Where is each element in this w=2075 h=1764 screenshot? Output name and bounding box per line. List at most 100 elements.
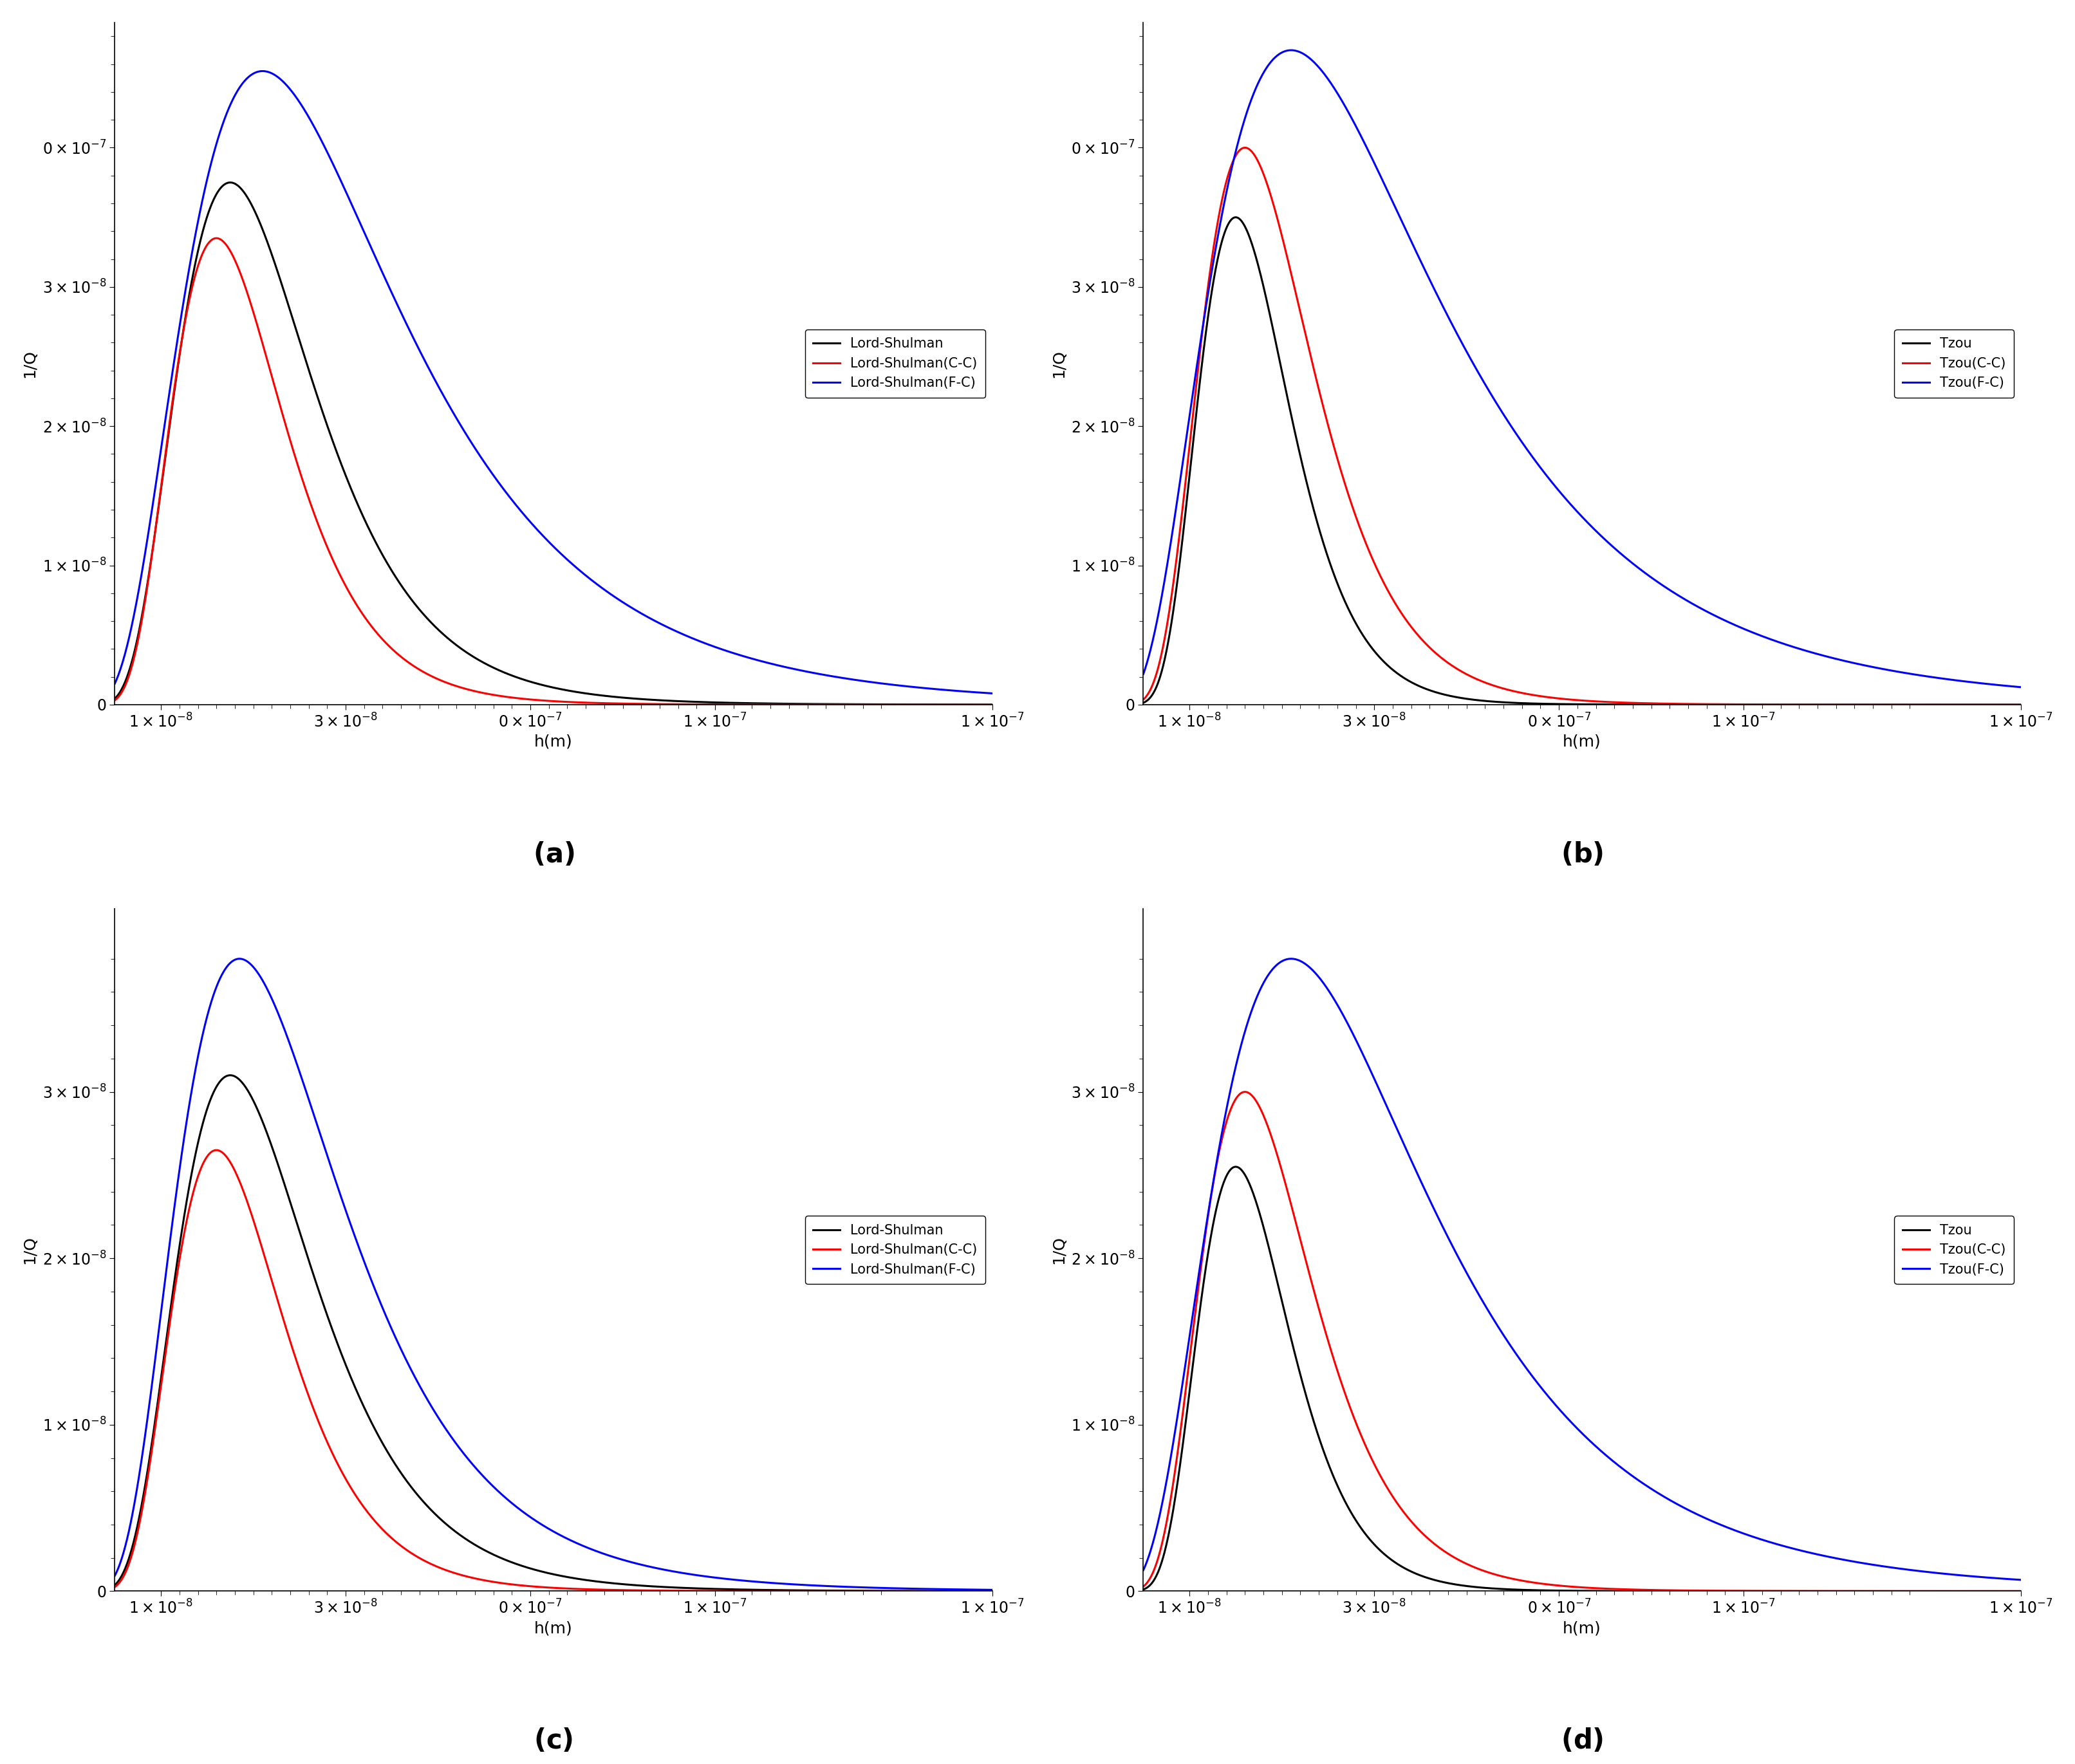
Tzou(C-C) (1558, 1575, 1583, 1596)
Lord-Shulman (793, 693, 818, 714)
X-axis label: h(m): h(m) (1562, 734, 1602, 750)
Lord-Shulman(C-C) (102, 690, 127, 711)
Line: Lord-Shulman(F-C): Lord-Shulman(F-C) (114, 960, 992, 1589)
Lord-Shulman(F-C) (954, 681, 979, 702)
Lord-Shulman(F-C) (102, 1565, 127, 1586)
Lord-Shulman(C-C) (954, 693, 979, 714)
Line: Tzou(F-C): Tzou(F-C) (1143, 960, 2021, 1581)
Tzou(F-C) (1535, 1385, 1560, 1406)
Lord-Shulman(F-C) (147, 448, 172, 469)
Lord-Shulman(F-C) (147, 1314, 172, 1335)
Tzou(F-C) (2009, 677, 2034, 699)
Lord-Shulman(C-C) (203, 1140, 228, 1161)
Tzou(C-C) (1131, 1575, 1156, 1596)
X-axis label: h(m): h(m) (1562, 1621, 1602, 1637)
Tzou(C-C) (2009, 1581, 2034, 1602)
Tzou(C-C) (1535, 686, 1560, 707)
Lord-Shulman(F-C) (954, 681, 979, 702)
Tzou (1222, 1155, 1247, 1177)
Lord-Shulman(C-C) (954, 1581, 979, 1602)
Lord-Shulman (529, 1561, 554, 1582)
Tzou (1131, 1579, 1156, 1600)
Lord-Shulman(C-C) (147, 1385, 172, 1406)
Tzou (1535, 693, 1560, 714)
Tzou(C-C) (1984, 1581, 2009, 1602)
Lord-Shulman(C-C) (954, 693, 979, 714)
Lord-Shulman(F-C) (793, 1575, 818, 1596)
Lord-Shulman (529, 674, 554, 695)
Tzou (1177, 1392, 1201, 1413)
Tzou(C-C) (1177, 1360, 1201, 1381)
Lord-Shulman (102, 1575, 127, 1596)
Tzou(F-C) (1278, 39, 1303, 60)
Lord-Shulman(F-C) (954, 1579, 979, 1600)
Text: $\mathbf{(c)}$: $\mathbf{(c)}$ (533, 1727, 573, 1755)
Lord-Shulman(F-C) (979, 683, 1004, 704)
Lord-Shulman (979, 693, 1004, 714)
Lord-Shulman(F-C) (226, 949, 251, 970)
Legend: Lord-Shulman, Lord-Shulman(C-C), Lord-Shulman(F-C): Lord-Shulman, Lord-Shulman(C-C), Lord-Sh… (805, 1215, 986, 1284)
Lord-Shulman(C-C) (203, 228, 228, 249)
Line: Tzou(F-C): Tzou(F-C) (1143, 49, 2021, 688)
Line: Lord-Shulman: Lord-Shulman (114, 1076, 992, 1591)
Tzou(F-C) (1984, 674, 2009, 695)
Y-axis label: 1/Q: 1/Q (1050, 349, 1067, 377)
Y-axis label: 1/Q: 1/Q (23, 349, 37, 377)
Lord-Shulman(C-C) (979, 693, 1004, 714)
Tzou (1984, 1581, 2009, 1602)
Tzou (1535, 1581, 1560, 1602)
Tzou (1222, 206, 1247, 228)
Tzou (1822, 693, 1847, 714)
Lord-Shulman(F-C) (102, 674, 127, 695)
Lord-Shulman(F-C) (506, 1498, 531, 1519)
Tzou(F-C) (1177, 1335, 1201, 1357)
Line: Lord-Shulman(C-C): Lord-Shulman(C-C) (114, 1150, 992, 1591)
Lord-Shulman(C-C) (793, 1581, 818, 1602)
Lord-Shulman (147, 490, 172, 512)
Tzou(C-C) (2009, 693, 2034, 714)
Line: Tzou: Tzou (1143, 1166, 2021, 1591)
Lord-Shulman(C-C) (506, 688, 531, 709)
Tzou(F-C) (1822, 1547, 1847, 1568)
Legend: Lord-Shulman, Lord-Shulman(C-C), Lord-Shulman(F-C): Lord-Shulman, Lord-Shulman(C-C), Lord-Sh… (805, 330, 986, 397)
Tzou (1984, 693, 2009, 714)
Tzou(F-C) (2009, 1570, 2034, 1591)
Tzou(F-C) (1131, 1559, 1156, 1581)
Tzou (1984, 693, 2009, 714)
Tzou(F-C) (1535, 466, 1560, 487)
Line: Lord-Shulman(C-C): Lord-Shulman(C-C) (114, 238, 992, 704)
Tzou(F-C) (1984, 1568, 2009, 1589)
Lord-Shulman (506, 1554, 531, 1575)
Text: $\mathbf{(a)}$: $\mathbf{(a)}$ (533, 841, 575, 868)
Tzou(C-C) (1558, 690, 1583, 711)
Tzou(C-C) (1131, 690, 1156, 711)
Text: $\mathbf{(d)}$: $\mathbf{(d)}$ (1560, 1727, 1604, 1755)
Tzou(C-C) (1984, 693, 2009, 714)
X-axis label: h(m): h(m) (533, 734, 573, 750)
Tzou(F-C) (1984, 1568, 2009, 1589)
Line: Tzou(C-C): Tzou(C-C) (1143, 1092, 2021, 1591)
Tzou (2009, 1581, 2034, 1602)
X-axis label: h(m): h(m) (533, 1621, 573, 1637)
Legend: Tzou, Tzou(C-C), Tzou(F-C): Tzou, Tzou(C-C), Tzou(F-C) (1894, 1215, 2015, 1284)
Lord-Shulman(C-C) (793, 693, 818, 714)
Line: Tzou(C-C): Tzou(C-C) (1143, 148, 2021, 704)
Tzou (1177, 478, 1201, 499)
Y-axis label: 1/Q: 1/Q (23, 1237, 37, 1265)
Lord-Shulman (147, 1378, 172, 1399)
Lord-Shulman(F-C) (793, 662, 818, 683)
Tzou(F-C) (1131, 663, 1156, 684)
Line: Tzou: Tzou (1143, 217, 2021, 704)
Tzou(C-C) (1233, 138, 1257, 159)
Lord-Shulman(C-C) (147, 489, 172, 510)
Lord-Shulman (954, 1581, 979, 1602)
Lord-Shulman(C-C) (954, 1581, 979, 1602)
Tzou (1558, 1581, 1583, 1602)
Tzou(F-C) (1278, 949, 1303, 970)
Tzou(F-C) (1558, 1411, 1583, 1432)
Lord-Shulman (954, 693, 979, 714)
Y-axis label: 1/Q: 1/Q (1050, 1237, 1067, 1265)
Lord-Shulman(C-C) (102, 1577, 127, 1598)
Lord-Shulman (979, 1581, 1004, 1602)
Tzou(C-C) (1984, 693, 2009, 714)
